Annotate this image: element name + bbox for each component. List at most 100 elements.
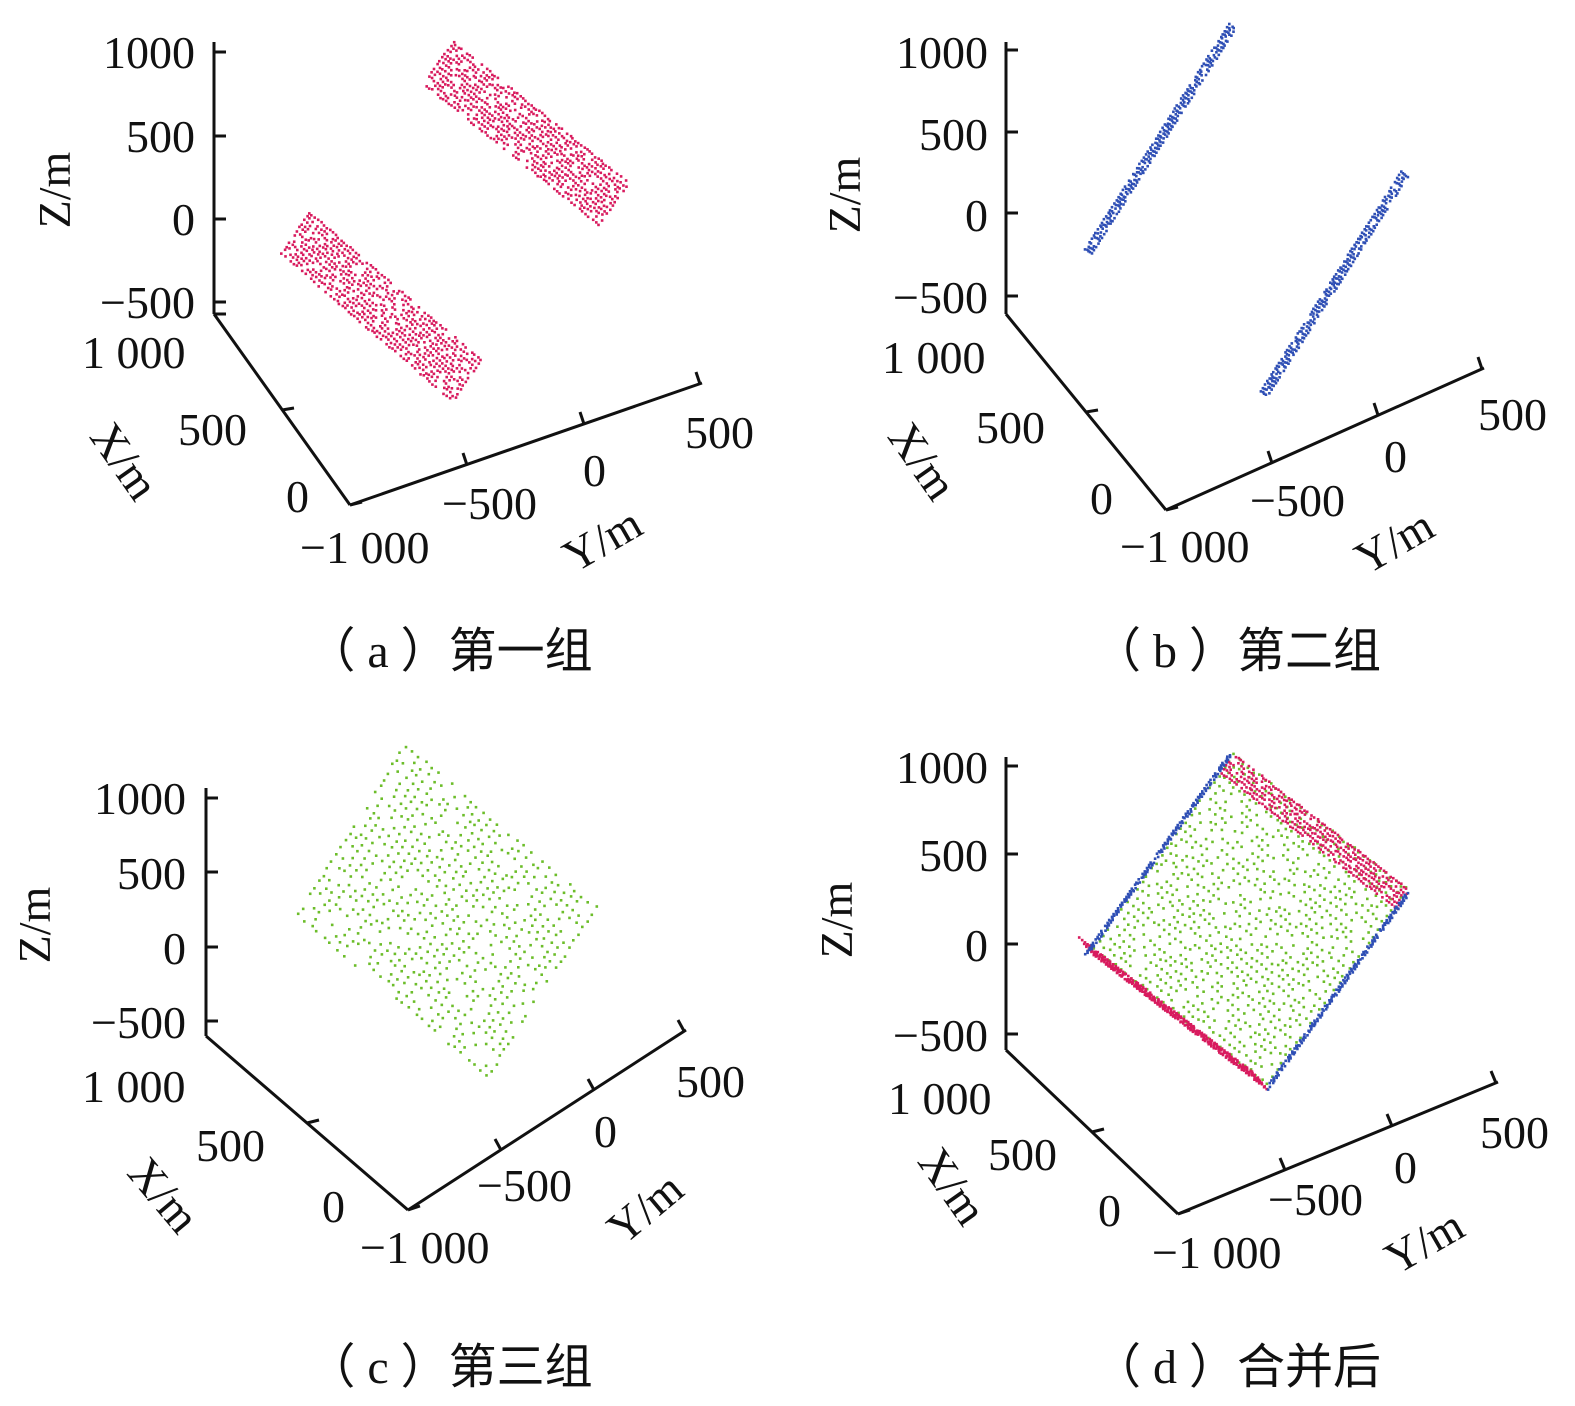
data-point xyxy=(574,193,578,197)
data-point xyxy=(1331,946,1335,949)
data-point xyxy=(1320,926,1324,930)
data-point xyxy=(407,1006,411,1009)
data-point xyxy=(1240,970,1244,973)
data-point xyxy=(1186,895,1190,898)
data-point xyxy=(507,85,510,89)
data-point xyxy=(433,780,436,784)
data-point xyxy=(394,321,398,325)
data-point xyxy=(1375,223,1378,226)
data-point xyxy=(1178,107,1182,110)
data-point xyxy=(1114,964,1118,968)
data-point xyxy=(333,256,336,259)
data-point xyxy=(1188,812,1191,816)
data-point xyxy=(1265,1087,1268,1091)
data-point xyxy=(338,295,341,299)
data-point xyxy=(386,949,389,952)
data-point xyxy=(311,261,315,265)
data-point xyxy=(1255,798,1259,801)
data-point xyxy=(483,101,487,104)
data-point xyxy=(410,991,414,994)
data-point xyxy=(1245,962,1249,965)
data-point xyxy=(1285,348,1289,352)
data-point xyxy=(1352,253,1355,256)
data-point xyxy=(405,359,409,362)
panel-d-z-tick-label: 1000 xyxy=(896,742,988,793)
data-point xyxy=(1263,1005,1267,1008)
data-point xyxy=(1161,844,1165,847)
data-point xyxy=(1337,988,1340,992)
panel-c-x-tick-label: 1 000 xyxy=(82,1061,186,1112)
data-point xyxy=(1095,941,1098,945)
data-point xyxy=(547,134,550,138)
data-point xyxy=(1284,1044,1288,1048)
data-point xyxy=(1264,393,1268,396)
data-point xyxy=(1220,985,1223,988)
data-point xyxy=(1267,1010,1270,1013)
data-point xyxy=(1137,171,1141,174)
data-point xyxy=(1203,1039,1207,1043)
data-point xyxy=(502,889,506,893)
data-point xyxy=(415,807,419,811)
data-point xyxy=(607,184,610,188)
data-point xyxy=(1387,885,1391,888)
data-point xyxy=(1350,967,1353,971)
data-point xyxy=(1237,767,1241,771)
data-point xyxy=(365,289,368,293)
data-point xyxy=(1268,798,1271,801)
data-point xyxy=(395,997,398,1000)
data-point xyxy=(1353,247,1356,251)
data-point xyxy=(499,108,503,111)
data-point xyxy=(1303,825,1306,829)
data-point xyxy=(1335,287,1338,290)
data-point xyxy=(1116,968,1120,971)
data-point xyxy=(300,269,304,273)
data-point xyxy=(1171,125,1174,129)
panel-b-caption: （ b ）第二组 xyxy=(1093,625,1381,678)
data-point xyxy=(441,332,445,336)
data-point xyxy=(1249,819,1252,822)
data-point xyxy=(1337,275,1341,278)
data-point xyxy=(417,1007,421,1011)
data-point xyxy=(1320,308,1324,312)
data-point xyxy=(504,107,508,110)
data-point xyxy=(510,1021,513,1024)
data-point xyxy=(467,932,471,936)
data-point xyxy=(1290,934,1294,937)
data-point xyxy=(450,44,453,48)
data-point xyxy=(1364,950,1367,953)
data-point xyxy=(1246,858,1249,862)
data-point xyxy=(505,102,508,106)
data-point xyxy=(1289,1025,1292,1028)
data-point xyxy=(1360,231,1364,234)
data-point xyxy=(493,998,497,1001)
data-point xyxy=(1196,994,1199,998)
data-point xyxy=(578,194,581,198)
data-point xyxy=(331,231,335,234)
panel-a-y-label: Y/m xyxy=(554,497,651,582)
data-point xyxy=(412,971,416,974)
data-point xyxy=(1270,971,1274,974)
data-point xyxy=(458,883,461,887)
data-point xyxy=(357,302,361,305)
data-point xyxy=(605,188,608,191)
data-point xyxy=(311,273,314,277)
data-point xyxy=(1197,796,1201,800)
data-point xyxy=(1238,779,1241,783)
data-point xyxy=(1336,269,1340,272)
data-point xyxy=(499,1023,502,1026)
data-point xyxy=(1097,933,1101,936)
data-point xyxy=(514,870,517,873)
panel-b-y-tick xyxy=(1266,450,1274,464)
data-point xyxy=(461,77,464,81)
point-cloud-lower-slab xyxy=(280,212,482,400)
data-point xyxy=(536,145,539,148)
data-point xyxy=(1276,379,1279,382)
data-point xyxy=(1210,49,1214,52)
data-point xyxy=(1330,282,1334,286)
data-point xyxy=(474,920,478,923)
data-point xyxy=(1401,172,1405,175)
data-point xyxy=(1320,302,1323,306)
data-point xyxy=(1318,851,1321,854)
data-point xyxy=(596,170,600,173)
data-point xyxy=(1144,976,1148,980)
